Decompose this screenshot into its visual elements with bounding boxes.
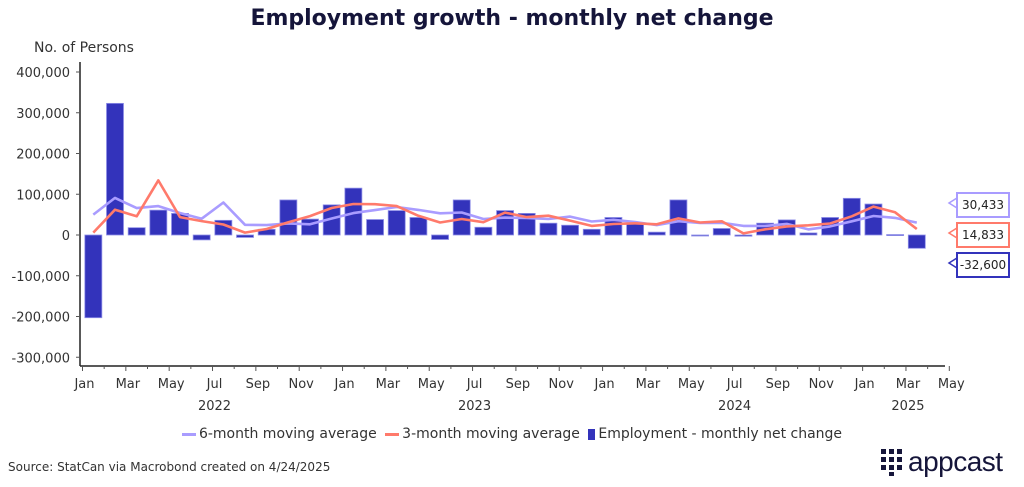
bar: [452, 199, 471, 236]
x-tick-label: May: [678, 377, 705, 392]
logo-dots-icon: [881, 449, 902, 476]
legend-swatch-icon: [385, 432, 400, 436]
x-tick-label: May: [938, 377, 965, 392]
legend-item-monthly: Employment - monthly net change: [588, 426, 842, 442]
x-tick-label: May: [158, 377, 185, 392]
bar: [539, 222, 558, 236]
legend: 6-month moving average 3-month moving av…: [0, 426, 1024, 442]
y-tick-label: 0: [62, 229, 70, 244]
line-6-month-average: [92, 196, 918, 231]
bar: [149, 209, 168, 236]
x-tick-label: Jan: [854, 377, 875, 392]
year-label: 2024: [718, 399, 751, 414]
legend-label: 6-month moving average: [198, 426, 377, 442]
y-tick-label: 400,000: [16, 66, 70, 81]
callout-3-month-last: 14,833: [956, 222, 1010, 248]
legend-swatch-icon: [588, 428, 596, 440]
y-tick-label: -300,000: [12, 351, 70, 366]
y-tick-label: 200,000: [16, 148, 70, 163]
bar: [561, 224, 579, 236]
x-tick-label: Jul: [206, 377, 223, 392]
bar: [474, 226, 493, 236]
x-tick-label: Nov: [809, 377, 835, 392]
x-tick-label: Sep: [506, 377, 531, 392]
y-axis-label: No. of Persons: [34, 40, 134, 56]
x-tick-label: Jan: [594, 377, 615, 392]
bar: [236, 234, 254, 238]
bar: [907, 234, 926, 249]
x-tick-label: Jul: [726, 377, 743, 392]
y-tick-label: -200,000: [12, 311, 70, 326]
bar: [691, 234, 709, 237]
x-tick-label: Nov: [289, 377, 315, 392]
chart-title: Employment growth - monthly net change: [250, 6, 774, 31]
callout-6-month-last: 30,433: [956, 192, 1010, 218]
legend-item-6-month: 6-month moving average: [181, 426, 377, 442]
bar: [799, 232, 818, 236]
legend-label: Employment - monthly net change: [598, 426, 843, 442]
y-tick-label: 100,000: [16, 188, 70, 203]
legend-label: 3-month moving average: [402, 426, 580, 442]
x-tick-label: Mar: [636, 377, 661, 392]
x-tick-label: Sep: [766, 377, 791, 392]
callout-monthly-last: -32,600: [956, 252, 1010, 278]
bar: [582, 228, 601, 236]
x-tick-label: Mar: [116, 377, 141, 392]
logo-wordmark: appcast: [908, 446, 1003, 477]
bar: [864, 203, 883, 236]
bar: [409, 217, 428, 236]
bar: [387, 210, 406, 236]
bar: [366, 219, 384, 236]
bar: [647, 231, 666, 236]
x-tick-label: Nov: [549, 377, 575, 392]
legend-swatch-icon: [181, 432, 196, 436]
year-label: 2023: [458, 399, 491, 414]
x-tick-label: May: [418, 377, 445, 392]
source-note: Source: StatCan via Macrobond created on…: [8, 460, 331, 474]
legend-item-3-month: 3-month moving average: [385, 426, 580, 442]
bar: [192, 234, 211, 241]
bar: [84, 234, 103, 319]
x-tick-label: Mar: [896, 377, 921, 392]
bar: [431, 234, 449, 240]
bar: [886, 234, 905, 236]
x-tick-label: Sep: [246, 377, 271, 392]
line-3-month-average: [92, 179, 918, 235]
bar: [127, 227, 146, 236]
bar: [279, 199, 298, 236]
bar: [734, 234, 753, 237]
appcast-logo: appcast: [880, 446, 1003, 478]
y-tick-label: 300,000: [16, 107, 70, 122]
x-tick-label: Jan: [73, 377, 94, 392]
x-tick-label: Jul: [466, 377, 483, 392]
bar: [712, 228, 731, 236]
x-tick-label: Jan: [334, 377, 355, 392]
y-tick-label: -100,000: [12, 270, 70, 285]
year-label: 2022: [198, 399, 231, 414]
bar: [604, 217, 623, 236]
x-tick-label: Mar: [376, 377, 401, 392]
year-label: 2025: [891, 399, 924, 414]
bar: [626, 222, 644, 236]
